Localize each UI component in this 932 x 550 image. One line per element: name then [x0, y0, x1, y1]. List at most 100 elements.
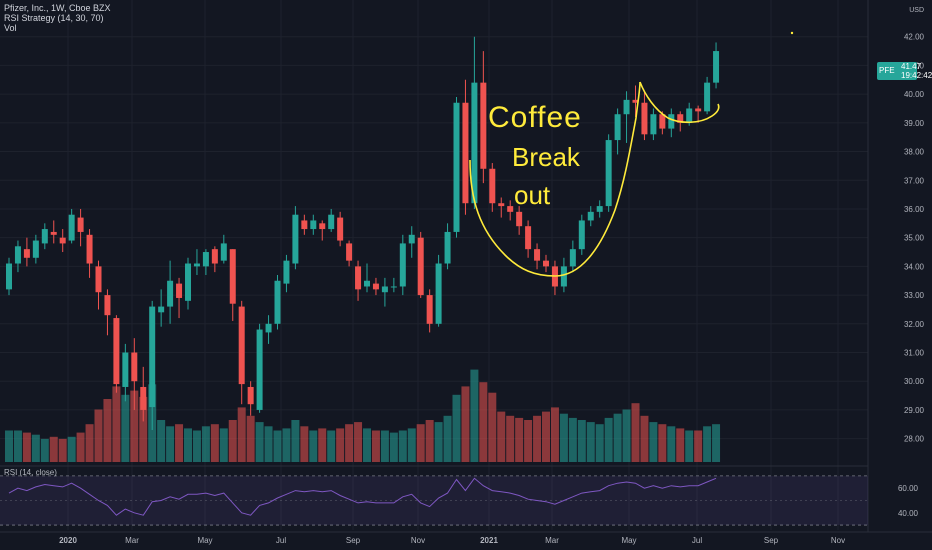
price-tick-label: 37.00: [904, 176, 925, 185]
volume-bar: [273, 430, 282, 462]
price-tick-label: 31.00: [904, 349, 925, 358]
candle-body: [14, 246, 21, 264]
candle-body: [6, 263, 12, 290]
handle-curve: [639, 81, 720, 124]
volume-bar: [389, 432, 398, 462]
volume-bar: [506, 415, 515, 462]
volume-bar: [470, 369, 479, 462]
candles: [6, 36, 720, 431]
volume-bar: [524, 420, 533, 462]
candle-body: [614, 114, 621, 141]
candle-body: [659, 114, 666, 129]
rsi-tick-label: 40.00: [898, 509, 919, 518]
candle-body: [471, 82, 478, 204]
candle-body: [560, 266, 567, 287]
volume-bar: [192, 430, 201, 462]
volume-bar: [533, 415, 542, 462]
volume-bar: [246, 415, 255, 462]
candle-body: [569, 249, 576, 267]
price-tag-countdown: 19:42:42: [901, 71, 932, 80]
volume-bar: [398, 430, 407, 462]
candle-body: [328, 214, 335, 230]
volume-bar: [345, 424, 354, 462]
volume-bar: [685, 430, 694, 462]
candle-body: [77, 217, 84, 232]
rsi-label[interactable]: RSI (14, close): [4, 468, 57, 477]
volume-bar: [291, 420, 300, 462]
volume-bar: [488, 392, 497, 462]
candle-body: [140, 386, 147, 410]
price-axis[interactable]: 28.00 29.00 30.00 31.00 32.00 33.00 34.00 35.00…: [898, 7, 925, 518]
last-price-tag: PFE 41.47 19:42:42: [877, 62, 932, 80]
volume-bar: [13, 430, 22, 462]
annotation-line-2: Break: [512, 142, 581, 172]
volume-bar: [327, 430, 336, 462]
volume-bar: [676, 428, 685, 462]
volume-bar: [139, 396, 148, 462]
volume-bar: [49, 436, 58, 462]
candle-body: [131, 352, 138, 382]
volume-bar: [577, 420, 586, 462]
candle-body: [292, 214, 299, 264]
volume-bar: [85, 424, 94, 462]
candle-body: [229, 249, 236, 304]
candle-body: [113, 318, 120, 385]
volume-bar: [425, 420, 434, 462]
time-tick-label: Sep: [764, 536, 779, 545]
time-axis[interactable]: 2020 Mar May Jul Sep Nov 2021 Mar May Jul Sep Nov: [59, 536, 845, 545]
volume-bar: [595, 424, 604, 462]
volume-bars: [5, 369, 721, 462]
rsi-line: [8, 477, 717, 516]
volume-bar: [103, 399, 112, 462]
volume-bar: [649, 422, 658, 462]
candle-body: [274, 280, 281, 324]
volume-bar: [380, 430, 389, 462]
volume-bar: [157, 420, 166, 462]
candle-body: [319, 223, 326, 230]
volume-bar: [40, 438, 49, 462]
price-tick-label: 42.00: [904, 33, 925, 42]
volume-bar: [568, 417, 577, 462]
volume-label[interactable]: Vol: [4, 23, 17, 33]
cup-curve: [469, 81, 641, 277]
candle-body: [435, 263, 442, 324]
chart-legend: Pfizer, Inc., 1W, Cboe BZX RSI Strategy …: [4, 3, 111, 33]
indicator-label[interactable]: RSI Strategy (14, 30, 70): [4, 13, 104, 23]
volume-bar: [640, 415, 649, 462]
volume-bar: [336, 428, 345, 462]
price-tick-label: 30.00: [904, 377, 925, 386]
candle-body: [489, 168, 496, 204]
candle-body: [713, 51, 720, 83]
candle-body: [265, 323, 272, 333]
price-tick-label: 32.00: [904, 320, 925, 329]
volume-bar: [407, 428, 416, 462]
candle-body: [390, 286, 397, 288]
volume-bar: [497, 411, 506, 462]
candle-body: [498, 203, 505, 207]
time-tick-label: Sep: [346, 536, 361, 545]
candle-body: [238, 306, 245, 385]
volume-bar: [201, 426, 210, 462]
candle-body: [426, 295, 433, 324]
volume-bar: [694, 430, 703, 462]
volume-bar: [264, 426, 273, 462]
annotation-dot: [790, 31, 794, 35]
symbol-title[interactable]: Pfizer, Inc., 1W, Cboe BZX: [4, 3, 111, 13]
currency-label: USD: [909, 7, 924, 14]
volume-bar: [184, 428, 192, 462]
candle-body: [50, 231, 57, 235]
volume-bar: [613, 413, 622, 462]
volume-bar: [434, 422, 443, 462]
volume-bar: [219, 428, 228, 462]
volume-bar: [542, 411, 550, 462]
candle-body: [578, 220, 585, 250]
candle-body: [193, 263, 200, 267]
candle-body: [543, 260, 549, 267]
time-tick-label: 2021: [480, 536, 498, 545]
volume-bar: [309, 430, 318, 462]
price-tick-label: 38.00: [904, 148, 925, 157]
price-tick-label: 36.00: [904, 205, 925, 214]
candle-body: [355, 266, 362, 290]
candle-body: [149, 306, 156, 408]
